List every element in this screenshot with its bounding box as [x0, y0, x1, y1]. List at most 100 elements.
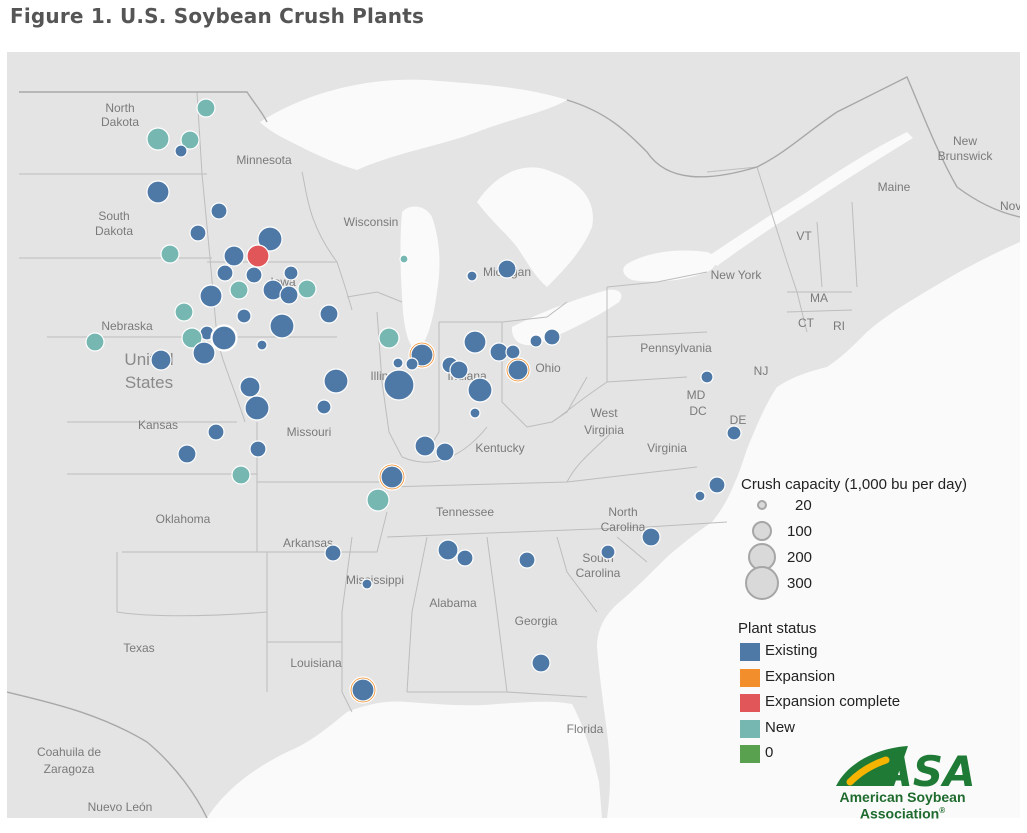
zero-swatch [740, 745, 760, 763]
plant-marker-existing[interactable] [529, 334, 543, 348]
plant-marker-existing[interactable] [505, 344, 521, 360]
plant-marker-existing[interactable] [463, 330, 487, 354]
plant-marker-existing[interactable] [283, 265, 299, 281]
plant-marker-existing[interactable] [531, 653, 551, 673]
plant-marker-existing[interactable] [257, 226, 283, 252]
plant-marker-new[interactable] [180, 130, 200, 150]
plant-marker-existing[interactable] [467, 377, 493, 403]
plant-marker-existing[interactable] [256, 339, 268, 351]
size-legend-label: 20 [795, 497, 812, 514]
plant-marker-new[interactable] [378, 327, 400, 349]
plant-marker-existing[interactable] [323, 368, 349, 394]
size-legend-circle [745, 566, 779, 600]
plant-marker-new[interactable] [229, 280, 249, 300]
plant-marker-existing[interactable] [319, 304, 339, 324]
status-legend-title: Plant status [738, 620, 817, 637]
size-legend-label: 300 [787, 575, 813, 592]
plant-marker-existing[interactable] [189, 224, 207, 242]
plant-marker-new[interactable] [181, 327, 203, 349]
plant-marker-existing[interactable] [245, 266, 263, 284]
plant-marker-new[interactable] [146, 127, 170, 151]
country-borders [7, 76, 1020, 818]
plant-marker-existing[interactable] [146, 180, 170, 204]
status-legend-label: Expansion [765, 668, 836, 685]
plant-marker-existing[interactable] [405, 357, 419, 371]
plant-marker-existing[interactable] [507, 359, 529, 381]
plant-marker-existing[interactable] [316, 399, 332, 415]
plant-marker-existing[interactable] [324, 544, 342, 562]
plant-marker-expansion-complete[interactable] [246, 244, 270, 268]
plant-marker-existing[interactable] [497, 259, 517, 279]
plant-marker-existing[interactable] [174, 144, 188, 158]
figure-title: Figure 1. U.S. Soybean Crush Plants [10, 4, 425, 28]
basemap[interactable] [7, 52, 1020, 818]
plant-marker-existing[interactable] [449, 360, 469, 380]
plant-marker-existing[interactable] [223, 245, 245, 267]
status-legend-label: Existing [765, 642, 818, 659]
plant-marker-existing[interactable] [269, 313, 295, 339]
plant-marker-existing[interactable] [466, 270, 478, 282]
plant-marker-new[interactable] [85, 332, 105, 352]
ocean [207, 242, 1020, 818]
plant-marker-existing[interactable] [249, 440, 267, 458]
plant-marker-existing[interactable] [210, 202, 228, 220]
size-legend-circle [752, 521, 772, 541]
logo-soybean-swoosh [846, 756, 890, 786]
plant-marker-existing[interactable] [216, 264, 234, 282]
logo-line-1: American Soybean [839, 789, 966, 805]
plant-marker-new[interactable] [366, 488, 390, 512]
plant-marker-existing[interactable] [192, 341, 216, 365]
plant-marker-new[interactable] [174, 302, 194, 322]
size-legend-label: 100 [787, 523, 813, 540]
plant-marker-existing[interactable] [351, 678, 375, 702]
plant-marker-existing[interactable] [383, 369, 415, 401]
plant-marker-existing[interactable] [489, 342, 509, 362]
logo-line-2-text: Association [859, 805, 940, 822]
plant-marker-existing[interactable] [236, 308, 252, 324]
plant-marker-existing[interactable] [437, 539, 459, 561]
plant-marker-existing[interactable] [456, 549, 474, 567]
plant-marker-existing[interactable] [239, 376, 261, 398]
expansion-complete-swatch [740, 694, 760, 712]
plant-marker-existing[interactable] [361, 578, 373, 590]
existing-swatch [740, 643, 760, 661]
logo-asa-text: ASA [877, 747, 975, 796]
plant-marker-existing[interactable] [177, 444, 197, 464]
plant-marker-existing[interactable] [150, 349, 172, 371]
great-lakes [260, 79, 913, 352]
asa-logo: ASA [836, 746, 976, 796]
plants-layer[interactable] [7, 52, 1020, 818]
status-legend-label: 0 [765, 744, 774, 761]
plant-marker-existing[interactable] [211, 325, 237, 351]
plant-marker-existing[interactable] [244, 395, 270, 421]
plant-marker-existing[interactable] [600, 544, 616, 560]
plant-marker-existing[interactable] [380, 465, 404, 489]
plant-marker-existing[interactable] [708, 476, 726, 494]
plant-marker-new[interactable] [160, 244, 180, 264]
plant-marker-existing[interactable] [392, 357, 404, 369]
plant-marker-existing[interactable] [694, 490, 706, 502]
state-borders [19, 91, 858, 713]
plant-marker-new[interactable] [399, 254, 409, 264]
plant-marker-new[interactable] [297, 279, 317, 299]
logo-registered-mark: ® [939, 806, 946, 815]
new-swatch [740, 720, 760, 738]
plant-marker-new[interactable] [231, 465, 251, 485]
logo-line-2: Association® [830, 804, 975, 821]
plant-marker-existing[interactable] [279, 285, 299, 305]
plant-marker-existing[interactable] [199, 284, 223, 308]
plant-marker-existing[interactable] [207, 423, 225, 441]
status-legend-label: New [765, 719, 796, 736]
plant-marker-existing[interactable] [518, 551, 536, 569]
plant-marker-existing[interactable] [641, 527, 661, 547]
size-legend-title: Crush capacity (1,000 bu per day) [741, 476, 967, 493]
plant-marker-existing[interactable] [700, 370, 714, 384]
plant-marker-existing[interactable] [414, 435, 436, 457]
plant-marker-existing[interactable] [543, 328, 561, 346]
plant-marker-existing[interactable] [726, 425, 742, 441]
status-legend-label: Expansion complete [765, 693, 901, 710]
plant-marker-existing[interactable] [435, 442, 455, 462]
plant-marker-new[interactable] [196, 98, 216, 118]
plant-marker-existing[interactable] [469, 407, 481, 419]
logo-org-name: American Soybean Association® [830, 790, 975, 821]
